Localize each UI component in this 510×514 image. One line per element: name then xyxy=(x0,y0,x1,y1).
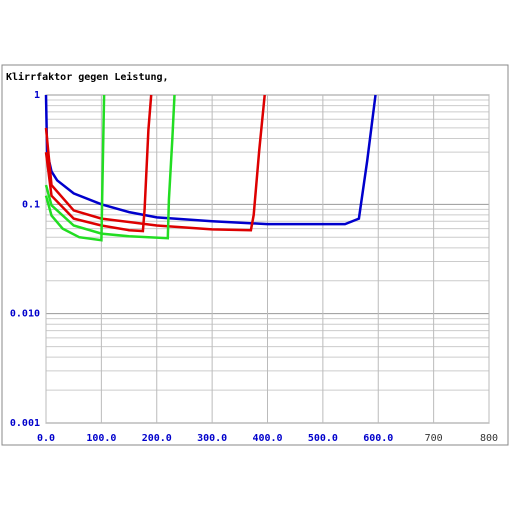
x-tick-label: 700 xyxy=(425,433,443,444)
x-tick-label: 600.0 xyxy=(363,433,393,444)
series-line xyxy=(44,94,106,242)
x-tick-label: 400.0 xyxy=(252,433,282,444)
x-tick-label: 300.0 xyxy=(197,433,227,444)
series-line xyxy=(44,94,153,233)
series-line xyxy=(44,94,266,232)
x-tick-label: 800 xyxy=(480,433,498,444)
x-tick-label: 0.0 xyxy=(37,433,55,444)
x-tick-label: 500.0 xyxy=(308,433,338,444)
y-tick-label: 0.001 xyxy=(10,418,40,429)
y-tick-label: 0.1 xyxy=(22,199,40,210)
series-line xyxy=(44,94,176,240)
x-tick-label: 200.0 xyxy=(142,433,172,444)
y-tick-label: 1 xyxy=(34,90,40,101)
chart-title: Klirrfaktor gegen Leistung, xyxy=(6,71,169,83)
x-tick-label: 100.0 xyxy=(86,433,116,444)
y-tick-label: 0.010 xyxy=(10,309,40,320)
